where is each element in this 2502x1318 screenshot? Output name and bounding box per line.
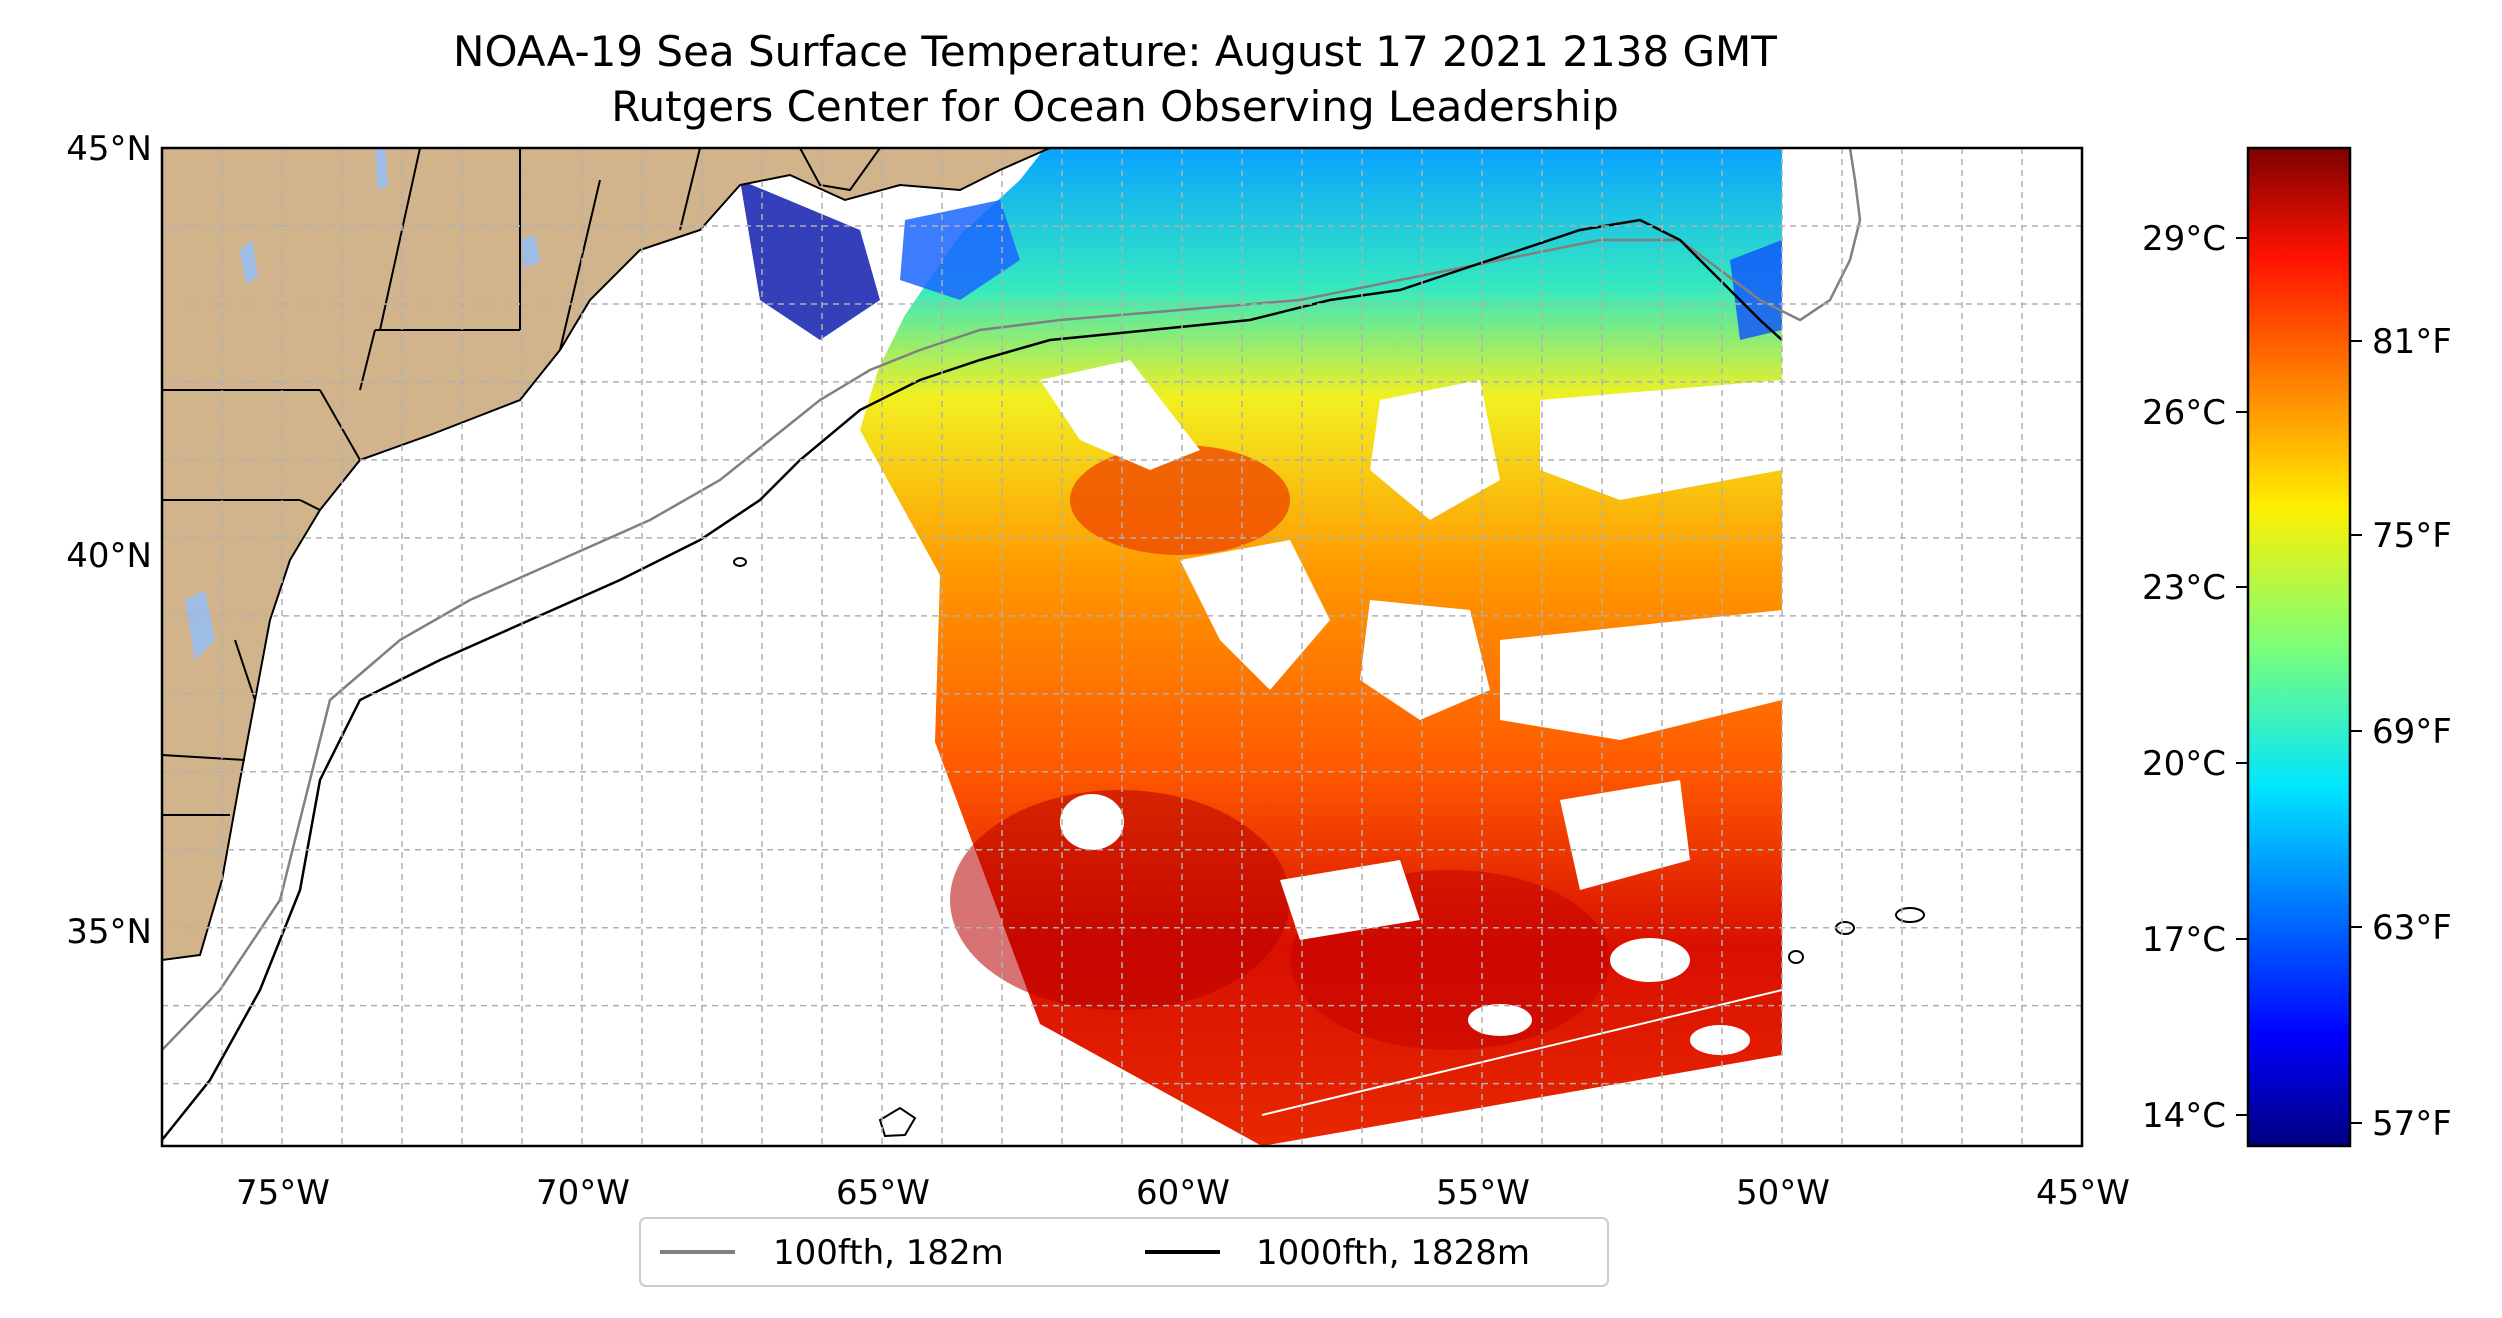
- lon-label: 70°W: [536, 1173, 630, 1213]
- lon-label: 75°W: [236, 1173, 330, 1213]
- colorbar-celsius-label: 17°C: [2142, 920, 2226, 960]
- gridlines: [162, 148, 2082, 1146]
- cloud-gap: [1690, 1025, 1750, 1055]
- lat-label: 40°N: [66, 536, 152, 576]
- seamount: [878, 1106, 917, 1138]
- map-frame: [160, 146, 2084, 1148]
- cloud-gap: [1500, 610, 1782, 740]
- cloud-gap: [1040, 360, 1200, 470]
- cloud-gap: [1280, 860, 1420, 940]
- colorbar: 29°C 26°C 23°C 20°C 17°C 14°C 81°F 75°F …: [2142, 146, 2452, 1148]
- cloud-gap: [1370, 380, 1500, 520]
- figure-title: NOAA-19 Sea Surface Temperature: August …: [453, 27, 1777, 76]
- cloud-gap: [1468, 1004, 1532, 1036]
- legend-label-100fth: 100fth, 182m: [773, 1233, 1004, 1273]
- isobath-100fth: [162, 148, 1862, 1051]
- cold-water-patch: [900, 200, 1020, 300]
- seamount: [1788, 950, 1804, 964]
- cloud-gap: [1360, 600, 1490, 720]
- colorbar-celsius-label: 23°C: [2142, 568, 2226, 608]
- land-mass: [162, 148, 1051, 962]
- lake: [240, 240, 258, 285]
- lon-label: 65°W: [836, 1173, 930, 1213]
- cloud-gap: [1180, 540, 1330, 690]
- seamount: [1895, 907, 1925, 923]
- legend-box: [639, 1217, 1609, 1287]
- colorbar-celsius-label: 26°C: [2142, 393, 2226, 433]
- cloud-gap: [1060, 794, 1124, 850]
- map-panel: [162, 148, 2082, 1146]
- lake: [375, 148, 388, 190]
- colorbar-celsius-label: 14°C: [2142, 1096, 2226, 1136]
- colorbar-fahrenheit-label: 57°F: [2372, 1104, 2452, 1144]
- cloud-gap: [1610, 938, 1690, 982]
- warm-core: [950, 790, 1290, 1010]
- seamount: [733, 557, 747, 567]
- cloud-gap: [1560, 780, 1690, 890]
- lake: [185, 590, 215, 660]
- lon-label: 50°W: [1736, 1173, 1830, 1213]
- land-mass: [798, 148, 882, 192]
- lon-label: 60°W: [1136, 1173, 1230, 1213]
- lon-label: 55°W: [1436, 1173, 1530, 1213]
- figure-subtitle: Rutgers Center for Ocean Observing Leade…: [611, 82, 1619, 131]
- warm-eddy: [1070, 445, 1290, 555]
- state-border: [162, 148, 701, 816]
- colorbar-fahrenheit-label: 75°F: [2372, 516, 2452, 556]
- colorbar-celsius-label: 29°C: [2142, 219, 2226, 259]
- cold-water-patch: [1730, 240, 1782, 340]
- colorbar-fahrenheit-label: 69°F: [2372, 712, 2452, 752]
- colorbar-celsius-label: 20°C: [2142, 744, 2226, 784]
- colorbar-gradient: [2246, 146, 2352, 1148]
- swath-seam: [1261, 989, 1783, 1116]
- legend: 100fth, 182m 1000fth, 1828m: [639, 1217, 1609, 1287]
- lake: [520, 235, 540, 268]
- lat-label: 35°N: [66, 912, 152, 952]
- isobath-1000fth: [162, 218, 1783, 1141]
- lon-label: 45°W: [2036, 1173, 2130, 1213]
- legend-label-1000fth: 1000fth, 1828m: [1256, 1233, 1530, 1273]
- colorbar-fahrenheit-label: 63°F: [2372, 908, 2452, 948]
- colorbar-fahrenheit-label: 81°F: [2372, 322, 2452, 362]
- cold-water-patch: [740, 180, 880, 340]
- lat-label: 45°N: [66, 129, 152, 169]
